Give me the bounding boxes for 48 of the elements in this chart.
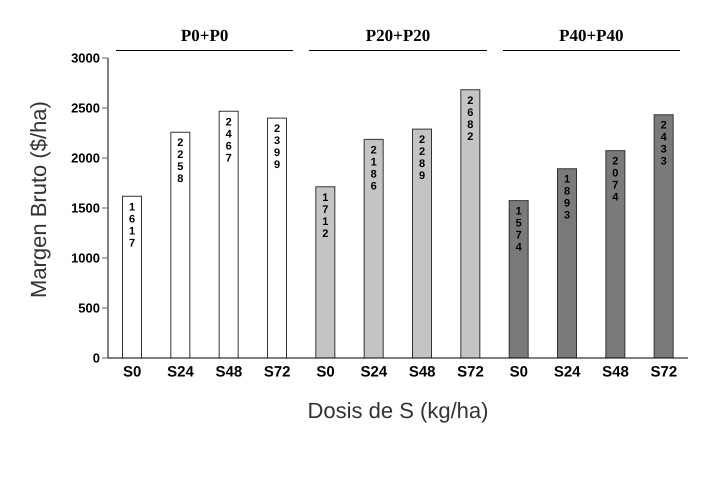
data-label: 2 2 5 8 <box>177 137 184 186</box>
data-label: 2 4 6 7 <box>226 116 233 164</box>
bar <box>267 118 287 358</box>
x-tick-label: S48 <box>215 364 242 381</box>
x-axis-title: Dosis de S (kg/ha) <box>308 398 488 423</box>
data-label: 2 3 9 9 <box>274 123 280 172</box>
bar <box>315 186 336 358</box>
bar <box>170 132 190 358</box>
bar <box>460 89 480 358</box>
y-tick-label: 3000 <box>71 50 100 66</box>
x-tick-label: S0 <box>510 364 528 381</box>
data-label: 1 7 1 2 <box>322 192 328 240</box>
x-tick-label: S24 <box>360 364 388 381</box>
text: P0+P0 <box>180 26 230 46</box>
data-label: 2 1 8 6 <box>370 144 377 192</box>
x-tick-label: S0 <box>316 364 335 381</box>
text: P40+P40 <box>558 26 625 46</box>
bar <box>605 150 626 358</box>
y-axis-title: Margen Bruto ($/ha) <box>26 101 51 298</box>
data-label: 2 4 3 3 <box>660 120 668 168</box>
y-tick-label: 2500 <box>71 100 100 116</box>
bar <box>218 110 239 358</box>
data-label: 1 6 1 7 <box>128 201 136 250</box>
y-tick-label: 1000 <box>71 250 100 266</box>
x-tick-label: S48 <box>408 364 436 381</box>
bar <box>557 168 577 358</box>
y-tick-label: 1500 <box>71 200 100 216</box>
bar <box>122 196 142 358</box>
x-tick-label: S0 <box>122 364 142 381</box>
y-tick-label: 500 <box>78 300 100 316</box>
data-label: 2 2 8 9 <box>418 134 426 182</box>
x-tick-label: S24 <box>554 364 582 381</box>
x-tick-label: S24 <box>167 364 194 381</box>
data-label: 2 0 7 4 <box>612 156 620 204</box>
y-tick-label: 2000 <box>71 150 100 166</box>
data-label: 2 6 8 2 <box>467 94 474 143</box>
bar <box>654 114 674 358</box>
bar <box>364 138 384 358</box>
data-label: 1 8 9 3 <box>564 174 570 222</box>
x-tick-label: S72 <box>457 364 484 381</box>
y-tick-label: 0 <box>92 350 100 366</box>
x-tick-label: S48 <box>602 364 629 381</box>
bar <box>508 200 529 358</box>
bar <box>412 128 432 358</box>
text: P20+P20 <box>364 26 432 46</box>
x-tick-label: S72 <box>650 364 678 381</box>
x-tick-label: S72 <box>264 364 291 381</box>
data-label: 1 5 7 4 <box>516 206 523 254</box>
